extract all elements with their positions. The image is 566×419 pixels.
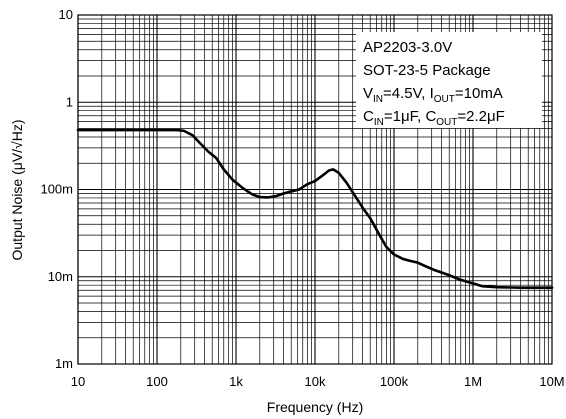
cout-value: =2.2μF [457, 108, 504, 125]
y-tick-label: 1m [55, 356, 73, 371]
vin-symbol: V [363, 85, 373, 102]
x-tick-label: 10k [305, 374, 326, 389]
annotation-line-1: AP2203-3.0V [363, 39, 452, 56]
x-tick-label: 100 [146, 374, 168, 389]
x-tick-labels: 10 100 1k 10k 100k 1M 10M [71, 374, 565, 389]
y-tick-label: 100m [40, 182, 73, 197]
y-tick-label: 10 [59, 7, 73, 22]
cout-symbol: C [425, 108, 436, 125]
annotation-line-3: VIN=4.5V, IOUT=10mA [363, 85, 503, 105]
x-tick-label: 10M [539, 374, 564, 389]
y-tick-labels: 1m 10m 100m 1 10 [40, 7, 73, 371]
series-line [76, 128, 554, 289]
y-axis-label: Output Noise (μV/√Hz) [9, 119, 25, 260]
vin-value: =4.5V, [383, 85, 430, 102]
vin-subscript: IN [373, 94, 383, 105]
cin-symbol: C [363, 108, 374, 125]
annotation-line-2: SOT-23-5 Package [363, 62, 491, 79]
x-tick-label: 1k [229, 374, 243, 389]
cin-subscript: IN [374, 117, 384, 128]
grid [77, 15, 552, 365]
plot-frame [77, 14, 553, 365]
annotation-box: AP2203-3.0V SOT-23-5 Package VIN=4.5V, I… [356, 32, 542, 128]
x-tick-label: 1M [464, 374, 482, 389]
cin-value: =1μF, [384, 108, 426, 125]
y-tick-label: 1 [66, 94, 73, 109]
annotation-line-4: CIN=1μF, COUT=2.2μF [363, 108, 505, 128]
iout-symbol: I [430, 85, 434, 102]
x-tick-label: 10 [71, 374, 85, 389]
iout-subscript: OUT [434, 94, 455, 105]
cout-subscript: OUT [436, 117, 457, 128]
iout-value: =10mA [455, 85, 503, 102]
x-tick-label: 100k [380, 374, 409, 389]
x-axis-label: Frequency (Hz) [267, 399, 363, 415]
y-tick-label: 10m [48, 269, 73, 284]
